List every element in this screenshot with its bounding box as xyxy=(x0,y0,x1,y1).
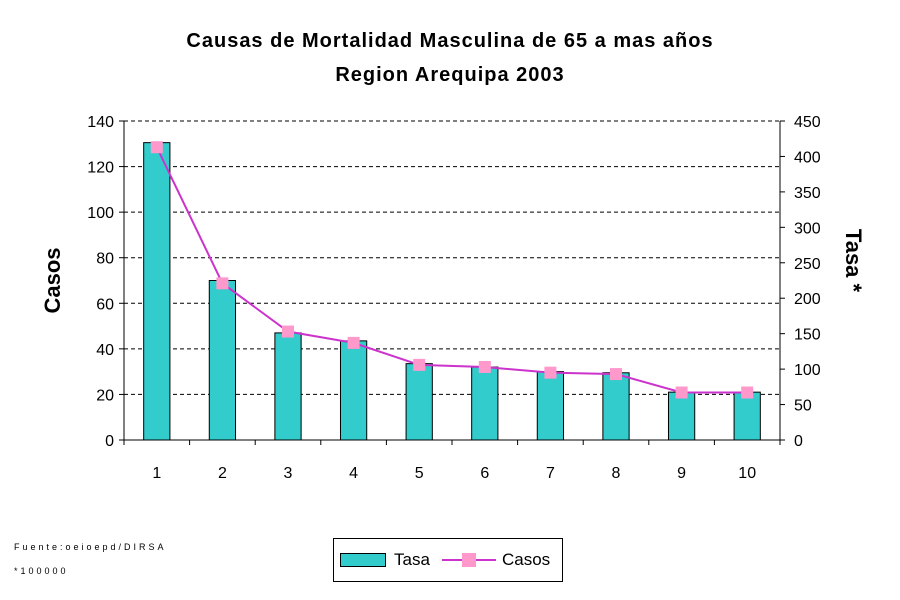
left-tick-label: 0 xyxy=(105,433,114,450)
right-tick-label: 300 xyxy=(794,220,821,237)
marker-casos xyxy=(150,141,163,154)
bar-tasa xyxy=(143,142,171,441)
x-tick-label: 3 xyxy=(284,465,293,482)
source-note: Fuente:oeioepd/DIRSA xyxy=(14,542,167,552)
chart-title: Causas de Mortalidad Masculina de 65 a m… xyxy=(186,30,714,52)
marker-casos xyxy=(741,386,754,399)
legend-item-casos: Casos xyxy=(442,539,550,581)
left-tick-label: 140 xyxy=(87,114,114,131)
x-tick-label: 7 xyxy=(546,465,555,482)
rate-note: *100000 xyxy=(14,566,69,576)
right-tick-label: 50 xyxy=(794,398,812,415)
left-tick-label: 100 xyxy=(87,205,114,222)
marker-casos xyxy=(347,336,360,349)
x-tick-label: 6 xyxy=(480,465,489,482)
right-tick-label: 250 xyxy=(794,256,821,273)
bar-tasa xyxy=(274,332,302,441)
x-tick-label: 10 xyxy=(738,465,756,482)
bar-tasa xyxy=(405,363,433,441)
left-tick-label: 20 xyxy=(96,387,114,404)
legend-swatch-tasa xyxy=(340,553,386,567)
right-tick-label: 400 xyxy=(794,149,821,166)
y2-axis-title: Tasa * xyxy=(841,229,866,293)
left-tick-label: 120 xyxy=(87,160,114,177)
x-tick-label: 5 xyxy=(415,465,424,482)
marker-casos xyxy=(675,386,688,399)
bar-tasa xyxy=(602,372,630,441)
line-casos xyxy=(155,146,748,394)
left-tick-label: 80 xyxy=(96,251,114,268)
x-tick-label: 9 xyxy=(677,465,686,482)
marker-casos xyxy=(216,277,229,290)
marker-casos xyxy=(413,358,426,371)
bar-tasa xyxy=(339,340,368,441)
legend-label-tasa: Tasa xyxy=(394,550,430,569)
marker-casos xyxy=(544,366,557,379)
bar-tasa xyxy=(733,391,761,441)
left-tick-label: 60 xyxy=(96,296,114,313)
bar-tasa xyxy=(536,371,565,441)
right-tick-label: 150 xyxy=(794,327,821,344)
right-tick-label: 350 xyxy=(794,185,821,202)
bar-tasa xyxy=(208,280,237,441)
chart-subtitle: Region Arequipa 2003 xyxy=(335,64,565,86)
right-tick-label: 0 xyxy=(794,433,803,450)
x-tick-label: 4 xyxy=(349,465,358,482)
bar-tasa xyxy=(471,366,499,441)
left-tick-label: 40 xyxy=(96,342,114,359)
x-tick-label: 8 xyxy=(612,465,621,482)
marker-casos xyxy=(478,360,491,373)
bar-tasa xyxy=(667,391,696,441)
y-axis-title: Casos xyxy=(40,247,65,313)
legend-swatch-casos xyxy=(442,553,496,567)
legend-label-casos: Casos xyxy=(502,550,551,569)
right-tick-label: 200 xyxy=(794,291,821,308)
right-tick-label: 100 xyxy=(794,362,821,379)
right-tick-label: 450 xyxy=(794,114,821,131)
x-tick-label: 2 xyxy=(218,465,227,482)
marker-casos xyxy=(610,368,622,381)
x-tick-label: 1 xyxy=(152,465,161,482)
legend-item-tasa: Tasa xyxy=(340,539,430,581)
marker-casos xyxy=(282,325,294,338)
legend: Tasa Casos xyxy=(333,538,563,582)
